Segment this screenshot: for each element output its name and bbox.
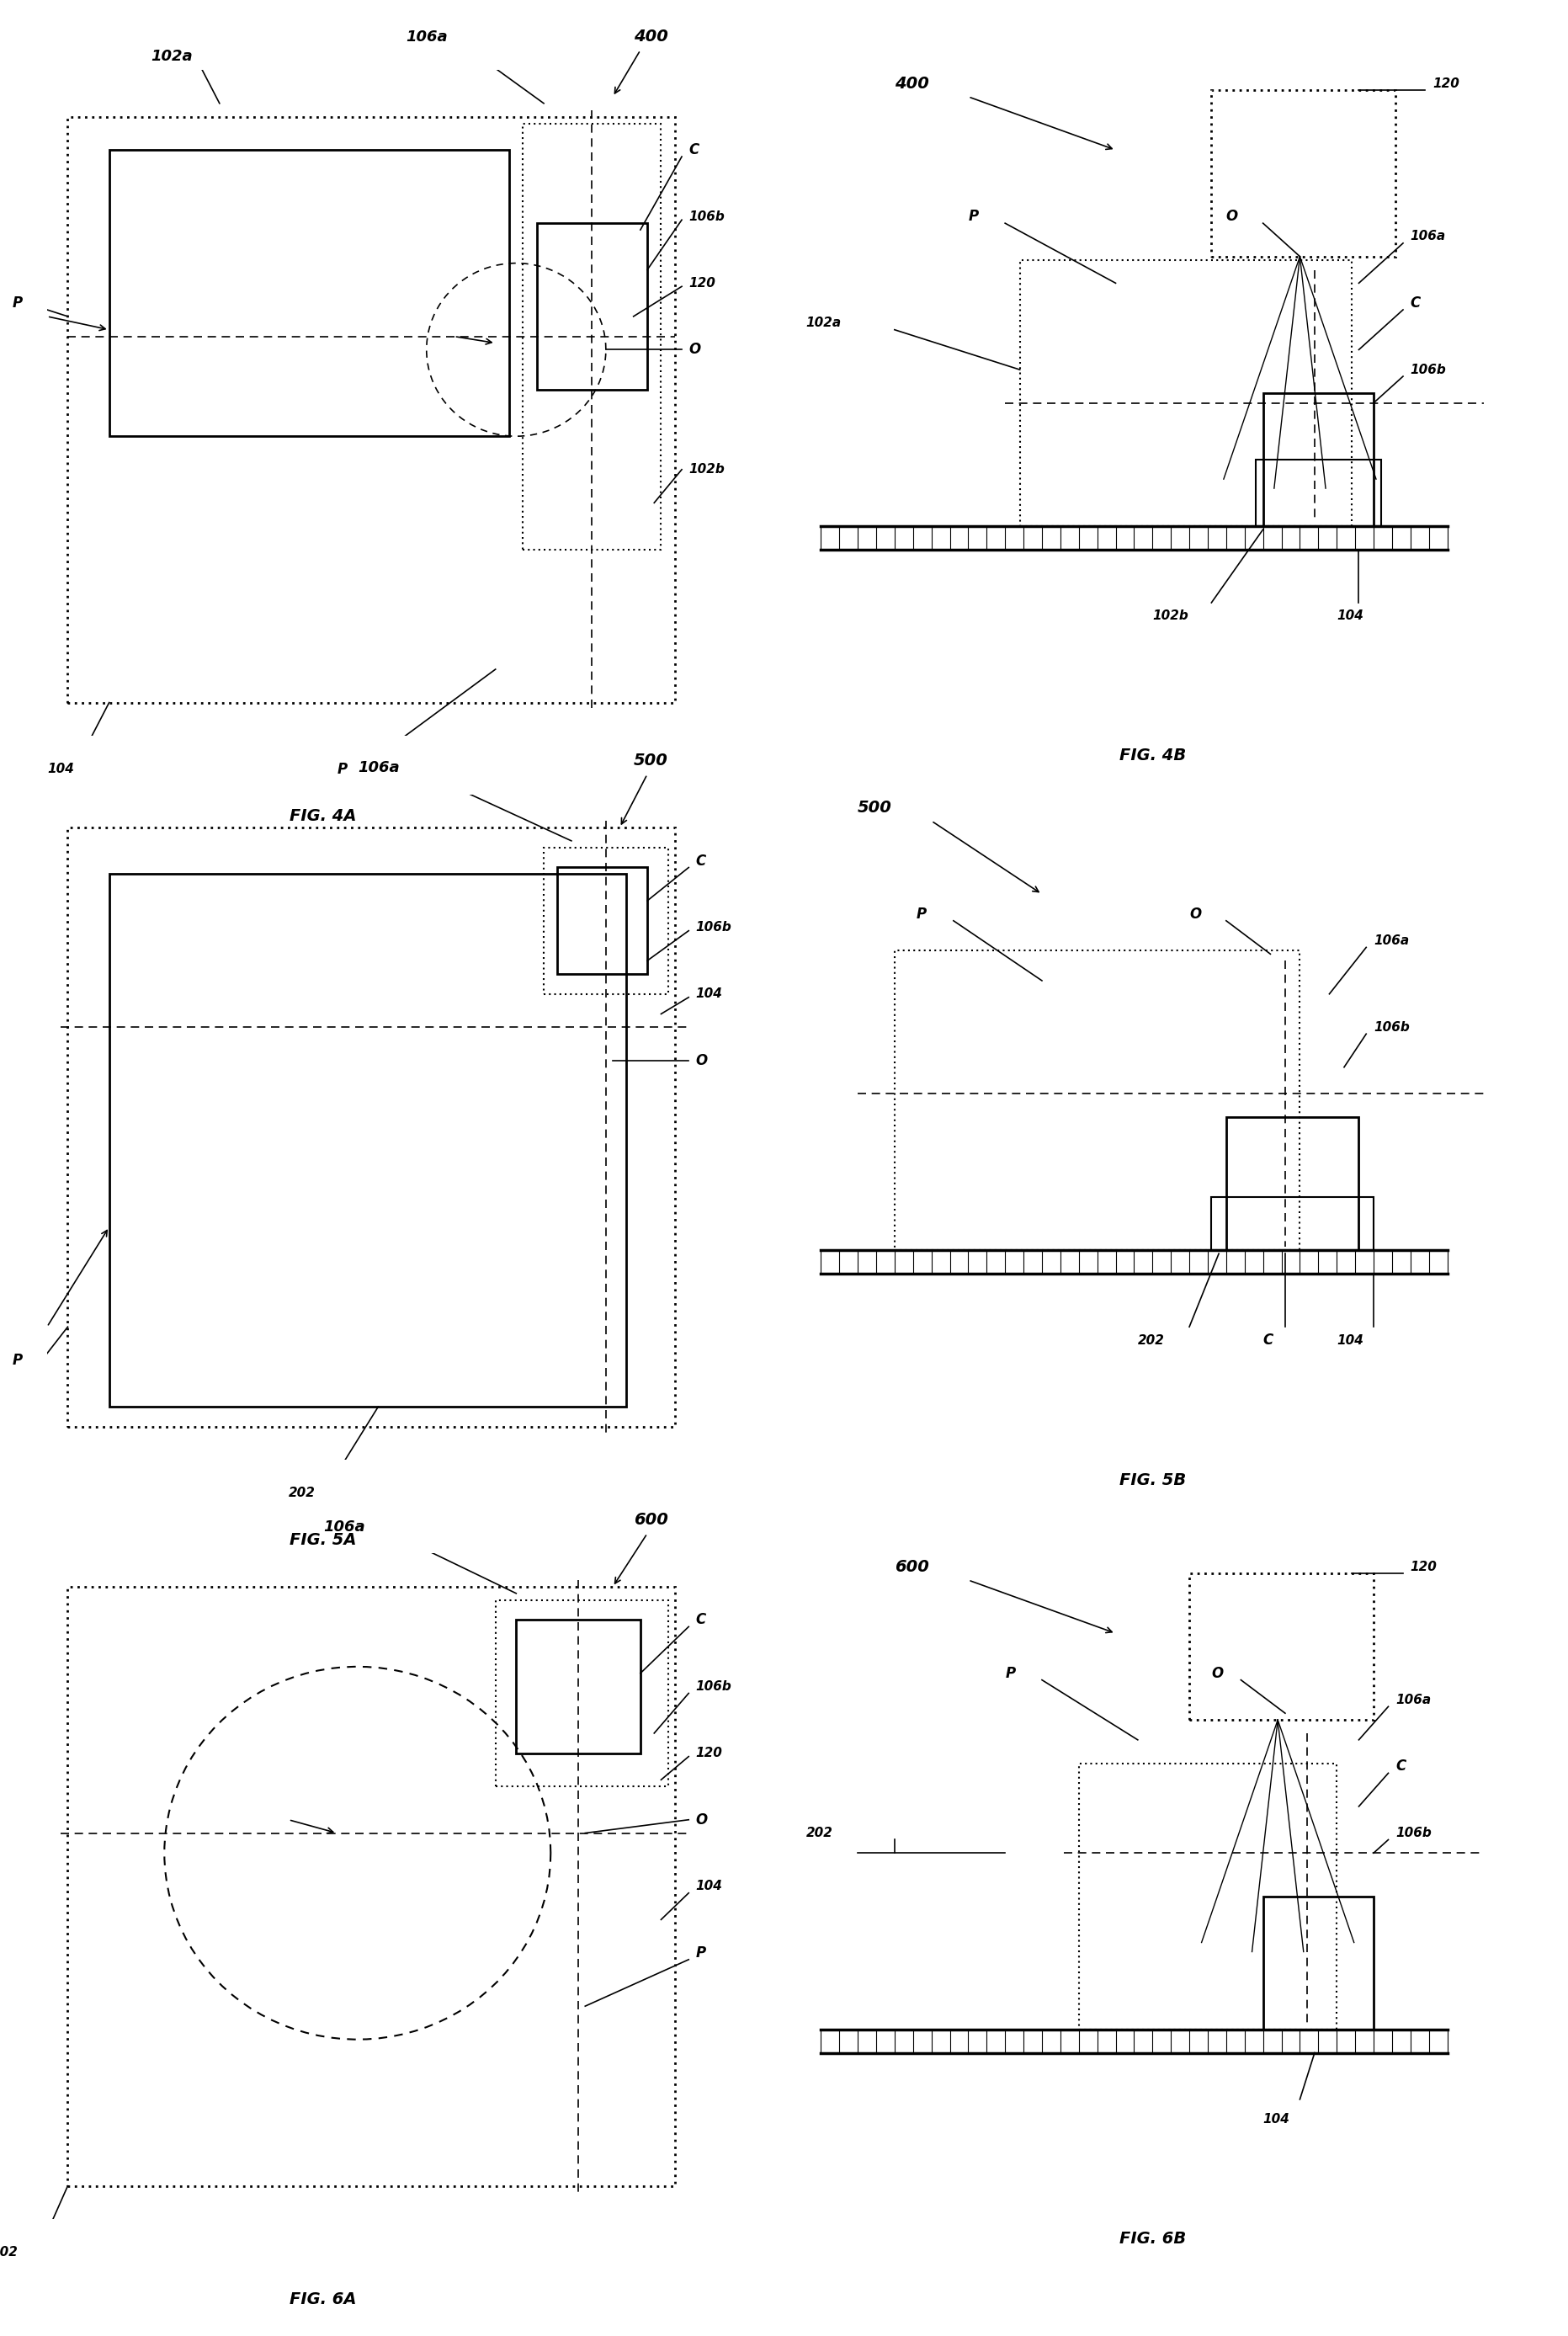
Text: 106b: 106b: [688, 210, 724, 222]
Text: 102b: 102b: [688, 463, 724, 477]
Text: 104: 104: [47, 764, 74, 776]
Text: 106a: 106a: [358, 759, 400, 776]
Text: 106a: 106a: [1396, 1694, 1432, 1705]
Text: 106b: 106b: [1396, 1827, 1432, 1838]
Text: FIG. 4B: FIG. 4B: [1120, 748, 1185, 764]
Text: 106b: 106b: [1411, 364, 1446, 376]
Text: 400: 400: [894, 75, 928, 91]
Text: FIG. 5A: FIG. 5A: [290, 1532, 356, 1549]
Text: FIG. 6A: FIG. 6A: [290, 2292, 356, 2308]
Bar: [894, 951, 1300, 1250]
Text: 500: 500: [633, 752, 668, 769]
Text: 202: 202: [0, 2247, 19, 2259]
Bar: [1212, 91, 1396, 257]
Text: 102a: 102a: [151, 49, 193, 65]
Bar: [1079, 1764, 1336, 2030]
Bar: [110, 150, 510, 437]
Text: P: P: [696, 1946, 706, 1960]
Text: 106a: 106a: [1411, 231, 1446, 243]
Bar: [67, 117, 674, 703]
Text: C: C: [1396, 1759, 1406, 1773]
Bar: [67, 1586, 674, 2186]
Text: 106a: 106a: [1374, 934, 1410, 946]
Text: P: P: [917, 906, 927, 923]
Text: 400: 400: [633, 28, 668, 44]
Text: 106b: 106b: [696, 1680, 732, 1694]
Text: 102b: 102b: [1152, 610, 1189, 621]
Text: 106b: 106b: [696, 920, 732, 934]
Text: O: O: [1226, 208, 1239, 224]
Text: 500: 500: [858, 799, 892, 815]
Text: P: P: [1005, 1666, 1016, 1682]
Text: 104: 104: [1262, 2114, 1290, 2126]
Text: 104: 104: [1336, 1334, 1364, 1346]
Text: C: C: [1262, 1332, 1273, 1348]
Text: P: P: [13, 297, 24, 311]
Bar: [536, 224, 648, 390]
Text: 202: 202: [289, 1488, 315, 1500]
Text: 106b: 106b: [1374, 1021, 1410, 1033]
Bar: [1226, 1117, 1359, 1250]
Bar: [544, 848, 668, 995]
Text: 120: 120: [1433, 77, 1460, 89]
Text: P: P: [337, 762, 347, 776]
Text: 120: 120: [688, 276, 715, 290]
Text: O: O: [1189, 906, 1201, 923]
Bar: [1256, 460, 1381, 526]
Text: C: C: [1411, 297, 1421, 311]
Text: 104: 104: [1336, 610, 1364, 621]
Text: 106a: 106a: [323, 1518, 365, 1535]
Bar: [1019, 259, 1352, 526]
Text: 120: 120: [1411, 1560, 1438, 1572]
Bar: [1262, 1897, 1374, 2030]
Text: 202: 202: [1138, 1334, 1165, 1346]
Text: O: O: [696, 1813, 707, 1827]
Text: 106a: 106a: [406, 30, 447, 44]
Text: P: P: [967, 208, 978, 224]
Text: 104: 104: [696, 1880, 723, 1892]
Text: P: P: [13, 1353, 24, 1367]
Text: FIG. 6B: FIG. 6B: [1120, 2231, 1185, 2247]
Text: 600: 600: [894, 1558, 928, 1574]
Text: 102a: 102a: [806, 318, 842, 329]
Bar: [1262, 392, 1374, 526]
Bar: [524, 124, 662, 549]
Bar: [495, 1600, 668, 1787]
Text: O: O: [688, 341, 701, 357]
Text: FIG. 5B: FIG. 5B: [1120, 1472, 1185, 1488]
Bar: [67, 827, 674, 1427]
Text: O: O: [696, 1054, 707, 1068]
Text: 600: 600: [633, 1511, 668, 1528]
Text: C: C: [696, 1612, 706, 1628]
Text: FIG. 4A: FIG. 4A: [290, 808, 356, 825]
Text: O: O: [1212, 1666, 1223, 1682]
Text: C: C: [688, 142, 699, 157]
Text: 120: 120: [696, 1747, 723, 1759]
Bar: [1212, 1196, 1374, 1250]
Bar: [516, 1621, 640, 1752]
Text: C: C: [696, 853, 706, 869]
Text: 202: 202: [806, 1827, 833, 1838]
Text: 104: 104: [696, 988, 723, 1000]
Bar: [1189, 1574, 1374, 1719]
Bar: [110, 874, 627, 1406]
Bar: [558, 867, 648, 974]
